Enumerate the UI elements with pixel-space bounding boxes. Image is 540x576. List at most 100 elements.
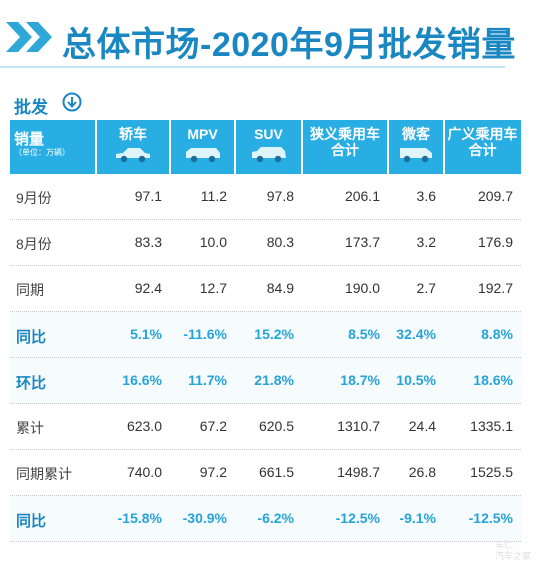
table-cell: 12.7: [199, 280, 227, 296]
column-header: MPV: [170, 120, 235, 174]
table-cell: 176.9: [477, 234, 513, 250]
table-row: 8月份 83.3 10.0 80.3 173.7 3.2 176.9: [10, 220, 521, 266]
table-cell: 83.3: [134, 234, 162, 250]
column-header-text: 狭义乘用车: [310, 126, 380, 142]
table-cell: 8.5%: [348, 326, 380, 342]
table-cell: 97.1: [134, 188, 162, 204]
column-header-text: 微客: [402, 126, 430, 142]
table-cell: 11.7%: [188, 372, 227, 388]
column-divider: [169, 120, 171, 174]
table-cell: 18.6%: [473, 372, 513, 388]
row-label: 9月份: [16, 190, 52, 206]
table-row: 同比 5.1% -11.6% 15.2% 8.5% 32.4% 8.8%: [10, 312, 521, 358]
table-cell: 620.5: [258, 418, 294, 434]
corner-cell: 销量 （单位：万辆）: [10, 120, 96, 174]
table-cell: 32.4%: [396, 326, 436, 342]
table-cell: 1498.7: [337, 464, 380, 480]
table-cell: 190.0: [344, 280, 380, 296]
sales-table: 销量 （单位：万辆） 轿车 MPV SUV 狭义乘用车 合计 微客 广义乘用车 合计 9月份 9…: [10, 120, 521, 542]
row-label: 累计: [16, 420, 44, 436]
table-header-row: 销量 （单位：万辆） 轿车 MPV SUV 狭义乘用车 合计 微客 广义乘用车 合计: [10, 120, 521, 174]
page-title: 总体市场-2020年9月批发销量: [62, 26, 516, 64]
table-cell: -12.5%: [335, 510, 380, 526]
column-header: 狭义乘用车 合计: [302, 120, 388, 174]
suv-icon: [251, 147, 286, 163]
table-cell: 97.8: [266, 188, 294, 204]
table-cell: 206.1: [344, 188, 380, 204]
table-cell: 26.8: [408, 464, 436, 480]
table-cell: 209.7: [477, 188, 513, 204]
column-header: 轿车: [96, 120, 170, 174]
table-cell: 10.0: [199, 234, 227, 250]
column-divider: [95, 120, 97, 174]
table-cell: 3.2: [416, 234, 436, 250]
table-cell: 740.0: [126, 464, 162, 480]
table-cell: -12.5%: [468, 510, 513, 526]
column-header: SUV: [235, 120, 302, 174]
table-row: 9月份 97.1 11.2 97.8 206.1 3.6 209.7: [10, 174, 521, 220]
table-row: 同比 -15.8% -30.9% -6.2% -12.5% -9.1% -12.5%: [10, 496, 521, 542]
table-cell: 661.5: [258, 464, 294, 480]
table-cell: 8.8%: [481, 326, 513, 342]
table-cell: 1335.1: [470, 418, 513, 434]
table-cell: 80.3: [266, 234, 294, 250]
table-row: 同期 92.4 12.7 84.9 190.0 2.7 192.7: [10, 266, 521, 312]
column-header: 广义乘用车 合计: [444, 120, 521, 174]
column-divider: [387, 120, 389, 174]
mpv-icon: [185, 148, 220, 163]
corner-label: 销量: [14, 131, 45, 148]
table-cell: 16.6%: [122, 372, 162, 388]
table-cell: 97.2: [199, 464, 227, 480]
table-cell: 2.7: [416, 280, 436, 296]
sedan-icon: [116, 148, 150, 163]
row-label: 8月份: [16, 236, 52, 252]
column-divider: [234, 120, 236, 174]
table-cell: 1525.5: [470, 464, 513, 480]
row-label: 同期: [16, 282, 44, 298]
table-cell: -15.8%: [117, 510, 162, 526]
table-cell: 623.0: [126, 418, 162, 434]
table-cell: 11.2: [200, 188, 227, 204]
table-cell: 67.2: [199, 418, 227, 434]
column-divider: [301, 120, 303, 174]
double-chevron-icon: [6, 22, 52, 52]
table-row: 累计 623.0 67.2 620.5 1310.7 24.4 1335.1: [10, 404, 521, 450]
table-cell: 24.4: [408, 418, 436, 434]
column-header-text: MPV: [187, 126, 218, 142]
table-cell: 192.7: [477, 280, 513, 296]
minivan-icon: [400, 148, 432, 163]
watermark: 车仁 汽车之家: [495, 540, 531, 562]
table-cell: 92.4: [134, 280, 162, 296]
column-header-text: 合计: [331, 142, 359, 158]
table-row: 同期累计 740.0 97.2 661.5 1498.7 26.8 1525.5: [10, 450, 521, 496]
title-divider: [0, 66, 505, 68]
row-label: 同比: [16, 513, 47, 530]
table-cell: 21.8%: [254, 372, 294, 388]
table-cell: 5.1%: [130, 326, 162, 342]
table-cell: -11.6%: [183, 326, 227, 342]
row-label: 环比: [16, 375, 47, 392]
table-cell: 84.9: [266, 280, 294, 296]
table-cell: 3.6: [416, 188, 436, 204]
column-header-text: 广义乘用车: [447, 126, 518, 142]
table-cell: 173.7: [344, 234, 380, 250]
arrow-down-circle-icon: [62, 92, 82, 112]
section-label: 批发: [14, 98, 48, 117]
column-header: 微客: [388, 120, 444, 174]
table-row: 环比 16.6% 11.7% 21.8% 18.7% 10.5% 18.6%: [10, 358, 521, 404]
corner-unit: （单位：万辆）: [14, 148, 70, 157]
column-header-text: SUV: [254, 126, 283, 142]
table-cell: -30.9%: [182, 510, 227, 526]
column-header-text: 合计: [468, 142, 497, 158]
row-label: 同期累计: [16, 466, 72, 482]
watermark-line: 汽车之家: [495, 551, 532, 561]
table-cell: -9.1%: [399, 510, 436, 526]
column-header-text: 轿车: [119, 126, 147, 142]
table-cell: 15.2%: [254, 326, 294, 342]
table-cell: 18.7%: [340, 372, 380, 388]
table-cell: -6.2%: [257, 510, 294, 526]
row-label: 同比: [16, 329, 47, 346]
watermark-line: 车仁: [495, 540, 514, 550]
header: 总体市场-2020年9月批发销量: [0, 0, 540, 72]
table-cell: 1310.7: [337, 418, 380, 434]
